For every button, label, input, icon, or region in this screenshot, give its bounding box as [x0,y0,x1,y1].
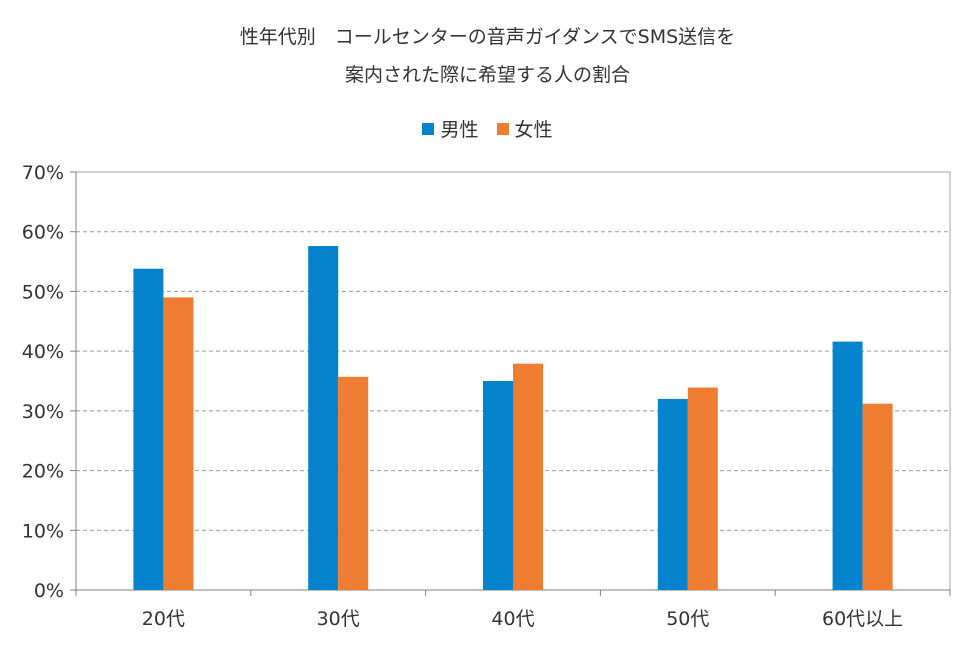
x-tick-label: 60代以上 [822,608,903,630]
legend-swatch-male [422,122,435,135]
x-tick-label: 50代 [666,608,709,630]
bar-male [133,268,164,590]
legend-label-female: 女性 [514,119,553,141]
x-tick-label: 40代 [491,608,534,630]
y-tick-label: 30% [22,401,64,423]
legend-item-female: 女性 [496,115,553,142]
bar-female [163,297,194,590]
legend-swatch-female [496,122,509,135]
bar-male [657,398,688,590]
y-tick-label: 50% [22,281,64,303]
y-tick-label: 60% [22,222,64,244]
bar-male [832,341,863,590]
bar-female [687,387,718,590]
x-tick-label: 20代 [142,608,185,630]
bar-female [338,376,369,590]
legend-item-male: 男性 [422,115,478,142]
x-tick-label: 30代 [317,608,360,630]
chart-title-line1: 性年代別 コールセンターの音声ガイダンスでSMS送信を [239,26,736,48]
bar-female [513,363,543,590]
chart-legend: 男性 女性 [0,115,975,142]
legend-label-male: 男性 [440,119,479,141]
bar-male [308,246,339,590]
bar-female [862,403,893,590]
y-tick-label: 10% [22,520,64,542]
y-tick-label: 20% [22,461,64,483]
chart-title-line2: 案内された際に希望する人の割合 [344,64,630,86]
y-tick-label: 40% [22,341,64,363]
bar-male [483,381,513,590]
y-tick-label: 0% [34,580,64,602]
y-tick-label: 70% [22,162,64,184]
